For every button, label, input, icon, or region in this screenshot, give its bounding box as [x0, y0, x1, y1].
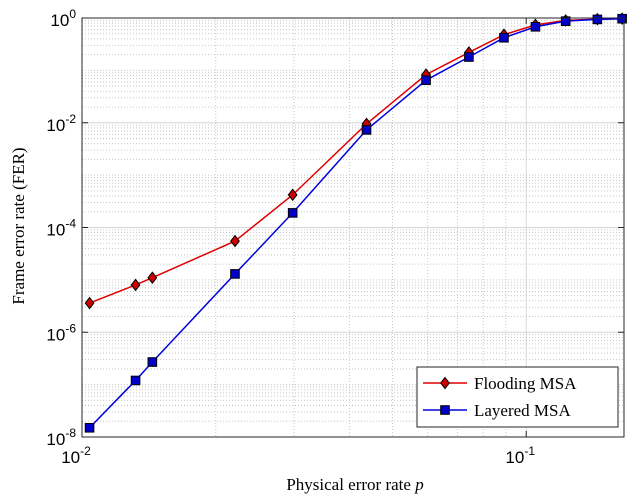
tick-labels: 10-2 10-1 100 10-2 10-4 10-6 10-8	[46, 7, 535, 467]
x-axis-title: Physical error rate p	[286, 475, 423, 494]
legend-label: Layered MSA	[474, 401, 572, 420]
layered-msa-point	[499, 32, 509, 43]
flooding-msa-point	[147, 271, 158, 285]
layered-msa-point	[130, 375, 141, 386]
series-layer	[84, 12, 628, 433]
tick-marks	[81, 17, 624, 438]
legend-swatch-marker	[440, 376, 450, 390]
layered-msa-point	[287, 208, 298, 218]
layered-msa-point	[230, 269, 240, 279]
y-tick-label: 10-4	[46, 217, 76, 240]
layered-msa-point	[361, 125, 372, 135]
layered-msa-point	[530, 21, 541, 32]
legend-swatch-marker	[440, 405, 450, 415]
legend-box	[416, 366, 619, 428]
y-tick-label: 100	[50, 7, 76, 30]
legend-item-layered-msa: Layered MSA	[423, 401, 572, 420]
y-axis-title: Frame error rate (FER)	[9, 147, 28, 304]
flooding-msa-point	[130, 278, 141, 292]
legend-label: Flooding MSA	[474, 374, 577, 393]
layered-msa-point	[421, 75, 431, 85]
layered-msa-point	[592, 14, 603, 25]
layered-msa-line	[89, 17, 623, 429]
legend-item-flooding-msa: Flooding MSA	[423, 374, 577, 393]
y-tick-label: 10-8	[46, 426, 76, 449]
flooding-msa-point	[84, 296, 95, 310]
layered-msa-point	[84, 422, 95, 433]
layered-msa-point	[464, 52, 474, 62]
flooding-msa-point	[230, 234, 240, 248]
flooding-msa-line	[89, 17, 623, 304]
layered-msa-point	[560, 16, 571, 26]
layered-msa-point	[147, 357, 158, 367]
series-layered-msa	[84, 13, 627, 433]
flooding-msa-point	[287, 188, 298, 202]
x-tick-label: 10-2	[61, 444, 91, 467]
y-tick-label: 10-2	[46, 112, 76, 135]
x-tick-label: 10-1	[505, 444, 535, 467]
layered-msa-point	[617, 13, 627, 24]
y-tick-label: 10-6	[46, 321, 76, 344]
legend: Flooding MSA Layered MSA	[416, 366, 619, 428]
